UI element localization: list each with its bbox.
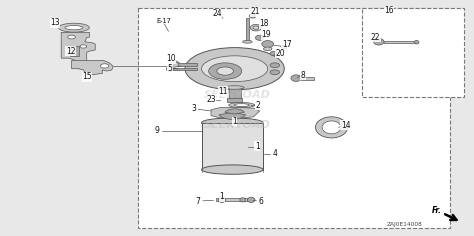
Text: 4: 4 [273,149,277,158]
Text: 11: 11 [218,87,228,96]
Ellipse shape [250,24,262,31]
Text: SEEKYOAD: SEEKYOAD [203,120,271,130]
Polygon shape [61,32,95,69]
Text: 23: 23 [206,95,216,104]
Ellipse shape [201,165,263,174]
Ellipse shape [414,40,419,44]
Text: 8: 8 [301,71,306,80]
Text: 9: 9 [154,126,159,135]
Text: 19: 19 [262,30,271,39]
Text: 7: 7 [196,197,201,206]
Ellipse shape [185,48,284,90]
Ellipse shape [166,67,173,71]
Polygon shape [72,60,113,75]
Ellipse shape [65,25,83,30]
Ellipse shape [374,38,384,45]
Text: 17: 17 [282,40,292,49]
Text: 6: 6 [258,197,263,206]
Bar [138,8,450,228]
Circle shape [100,64,109,68]
Ellipse shape [262,41,273,48]
Bar [383,41,417,43]
Text: 1: 1 [219,192,224,201]
Ellipse shape [316,117,347,138]
Ellipse shape [218,197,226,202]
Ellipse shape [59,23,89,32]
Text: ZAJ0E14008: ZAJ0E14008 [387,222,423,227]
Text: 1: 1 [255,142,260,151]
Circle shape [68,35,75,39]
Text: 16: 16 [384,6,394,15]
Text: Fr.: Fr. [432,206,442,215]
Text: 14: 14 [341,121,350,130]
Ellipse shape [234,104,249,106]
Ellipse shape [253,26,259,29]
Ellipse shape [247,197,255,202]
Ellipse shape [322,121,341,134]
Bar [362,8,464,97]
Ellipse shape [217,67,234,75]
Ellipse shape [225,86,244,89]
Ellipse shape [249,14,256,18]
Text: 10: 10 [166,54,176,63]
Wedge shape [219,112,246,119]
Text: 22: 22 [371,33,380,42]
Ellipse shape [255,35,264,40]
Text: 2: 2 [256,101,261,110]
Text: 3: 3 [191,104,196,113]
Polygon shape [211,107,260,118]
Bar [229,88,241,100]
Circle shape [270,70,280,75]
Ellipse shape [229,102,255,108]
Text: 13: 13 [50,18,60,27]
Ellipse shape [264,47,272,51]
Ellipse shape [201,118,263,127]
Ellipse shape [201,56,268,82]
Ellipse shape [240,198,246,202]
Ellipse shape [270,51,277,56]
Bar [201,123,263,170]
Text: 20: 20 [276,49,285,58]
Ellipse shape [170,62,179,67]
Ellipse shape [243,40,252,43]
Bar [216,198,249,201]
Text: E-17: E-17 [156,18,171,24]
Bar [246,18,249,42]
Circle shape [80,45,87,48]
Circle shape [270,63,280,67]
Text: 21: 21 [250,8,260,17]
Text: 15: 15 [82,72,92,81]
Text: 5: 5 [167,64,173,73]
Wedge shape [225,109,245,114]
Bar [227,98,242,102]
Bar [301,77,314,80]
Text: 12: 12 [66,47,75,56]
Bar [171,63,197,66]
Text: SEEKYOAD: SEEKYOAD [203,89,271,100]
Text: 1: 1 [232,117,237,126]
Text: 24: 24 [212,9,222,18]
Ellipse shape [282,45,287,49]
Ellipse shape [291,75,301,81]
Bar [168,67,197,70]
Text: 18: 18 [260,19,269,28]
Ellipse shape [209,63,242,79]
Bar [70,46,79,56]
